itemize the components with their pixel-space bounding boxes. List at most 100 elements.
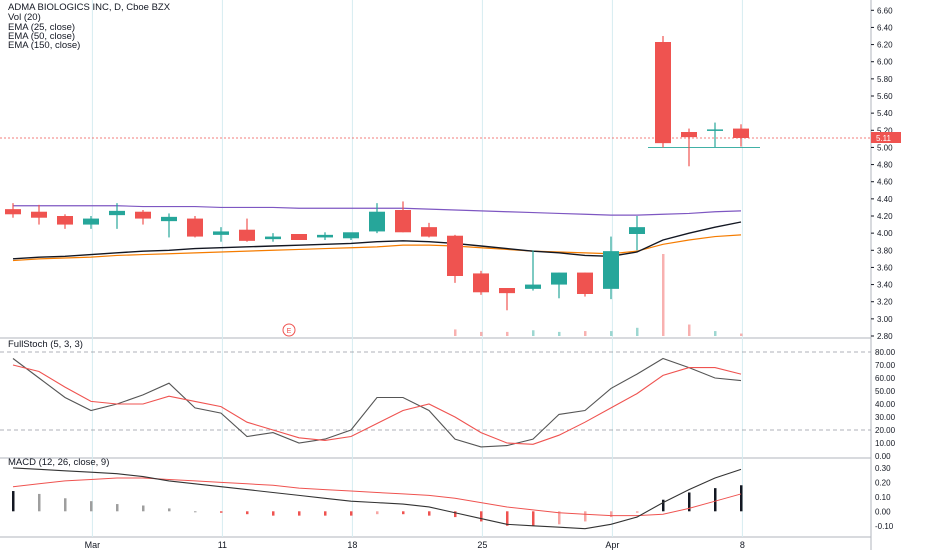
macd-tick-label: 0.20 — [875, 478, 891, 487]
macd-histogram-bar — [142, 505, 145, 512]
stoch-tick-label: 10.00 — [875, 439, 896, 448]
macd-histogram-bar — [324, 511, 327, 516]
candle-body — [317, 234, 333, 238]
candle[interactable] — [57, 214, 73, 229]
legend-vol: Vol (20) — [8, 12, 41, 23]
macd-histogram-bar — [636, 511, 639, 513]
legend-ema150: EMA (150, close) — [8, 40, 80, 51]
candle[interactable] — [577, 272, 593, 297]
macd-histogram-bar — [402, 511, 405, 515]
candle-body — [525, 284, 541, 289]
candle[interactable] — [733, 124, 749, 147]
candle-body — [421, 227, 437, 237]
price-tick-label: 4.80 — [877, 161, 893, 170]
price-axis[interactable]: 2.80 3.00 3.20 3.40 3.60 3.80 4.00 4.20 4.40 4.60… — [871, 6, 896, 531]
candles[interactable] — [5, 36, 749, 311]
macd-signal-line — [12, 477, 742, 517]
earnings-marker[interactable]: E — [282, 323, 296, 337]
date-tick-label: 25 — [477, 540, 487, 550]
candle[interactable] — [161, 213, 177, 238]
macd-histogram-bar — [610, 511, 613, 518]
stoch-panel — [0, 351, 871, 448]
candle[interactable] — [83, 216, 99, 229]
earnings-marker-label: E — [287, 328, 292, 335]
date-tick-label: Mar — [85, 540, 101, 550]
price-tick-label: 5.00 — [877, 143, 893, 152]
candle[interactable] — [31, 204, 47, 225]
volume-bar — [532, 330, 535, 336]
ema25-line — [12, 221, 742, 260]
candle[interactable] — [655, 36, 671, 148]
volume-bar — [506, 331, 509, 336]
macd-line — [12, 467, 742, 530]
volume-bar — [558, 331, 561, 336]
candle[interactable] — [603, 236, 619, 300]
legend-ema25: EMA (25, close) — [8, 22, 75, 33]
macd-histogram-bar — [246, 511, 249, 515]
macd-panel — [12, 467, 743, 530]
candle[interactable] — [239, 218, 255, 242]
macd-tick-label: 0.00 — [875, 507, 891, 516]
candle-body — [265, 236, 281, 240]
macd-histogram-bar — [506, 511, 509, 526]
candle[interactable] — [213, 227, 229, 242]
candle[interactable] — [551, 272, 567, 299]
candle[interactable] — [187, 216, 203, 238]
candle[interactable] — [109, 203, 125, 229]
volume-bar — [636, 327, 639, 336]
candle[interactable] — [525, 250, 541, 291]
candle-body — [603, 251, 619, 289]
price-tick-label: 3.20 — [877, 298, 893, 307]
price-tick-label: 3.80 — [877, 246, 893, 255]
candle[interactable] — [343, 232, 359, 240]
candle[interactable] — [135, 210, 151, 225]
macd-histogram-bar — [740, 485, 743, 512]
price-tick-label: 3.40 — [877, 281, 893, 290]
price-tick-label: 4.00 — [877, 229, 893, 238]
candle[interactable] — [5, 203, 21, 218]
macd-histogram-bar — [584, 511, 587, 522]
price-tick-label: 6.00 — [877, 58, 893, 67]
macd-histogram-bar — [532, 511, 535, 526]
stoch-d-line — [12, 364, 742, 445]
volume-bar — [584, 331, 587, 336]
candle-body — [629, 227, 645, 234]
ema50-line — [12, 234, 742, 262]
price-tick-label: 4.20 — [877, 212, 893, 221]
candle[interactable] — [473, 270, 489, 295]
candle-body — [733, 128, 749, 138]
macd-histogram-bar — [64, 498, 67, 512]
candle-body — [161, 216, 177, 222]
candle[interactable] — [421, 222, 437, 238]
stoch-tick-label: 30.00 — [875, 413, 896, 422]
candle[interactable] — [681, 128, 697, 167]
candle[interactable] — [317, 232, 333, 240]
volume-bar — [610, 331, 613, 336]
candle[interactable] — [447, 234, 463, 283]
volume-bar — [454, 329, 457, 336]
last-price-label: 5.11 — [876, 134, 892, 143]
macd-histogram-bar — [272, 511, 275, 516]
candle[interactable] — [707, 122, 723, 148]
candle-body — [655, 42, 671, 144]
price-tick-label: 5.60 — [877, 92, 893, 101]
candle-body — [57, 216, 73, 225]
macd-histogram-bar — [168, 508, 171, 512]
macd-histogram-bar — [12, 491, 15, 512]
candle[interactable] — [499, 288, 515, 311]
candle-body — [83, 218, 99, 225]
price-tick-label: 6.60 — [877, 6, 893, 15]
candle[interactable] — [395, 201, 411, 233]
candle[interactable] — [629, 216, 645, 251]
stoch-tick-label: 70.00 — [875, 361, 896, 370]
candle[interactable] — [265, 233, 281, 242]
candle[interactable] — [369, 203, 385, 234]
date-axis[interactable]: Mar 11 18 25 Apr 8 — [85, 540, 745, 550]
candle[interactable] — [291, 234, 307, 240]
stoch-tick-label: 20.00 — [875, 426, 896, 435]
price-tick-label: 2.80 — [877, 332, 893, 341]
macd-histogram-bar — [662, 499, 665, 512]
volume-bar — [662, 254, 665, 336]
